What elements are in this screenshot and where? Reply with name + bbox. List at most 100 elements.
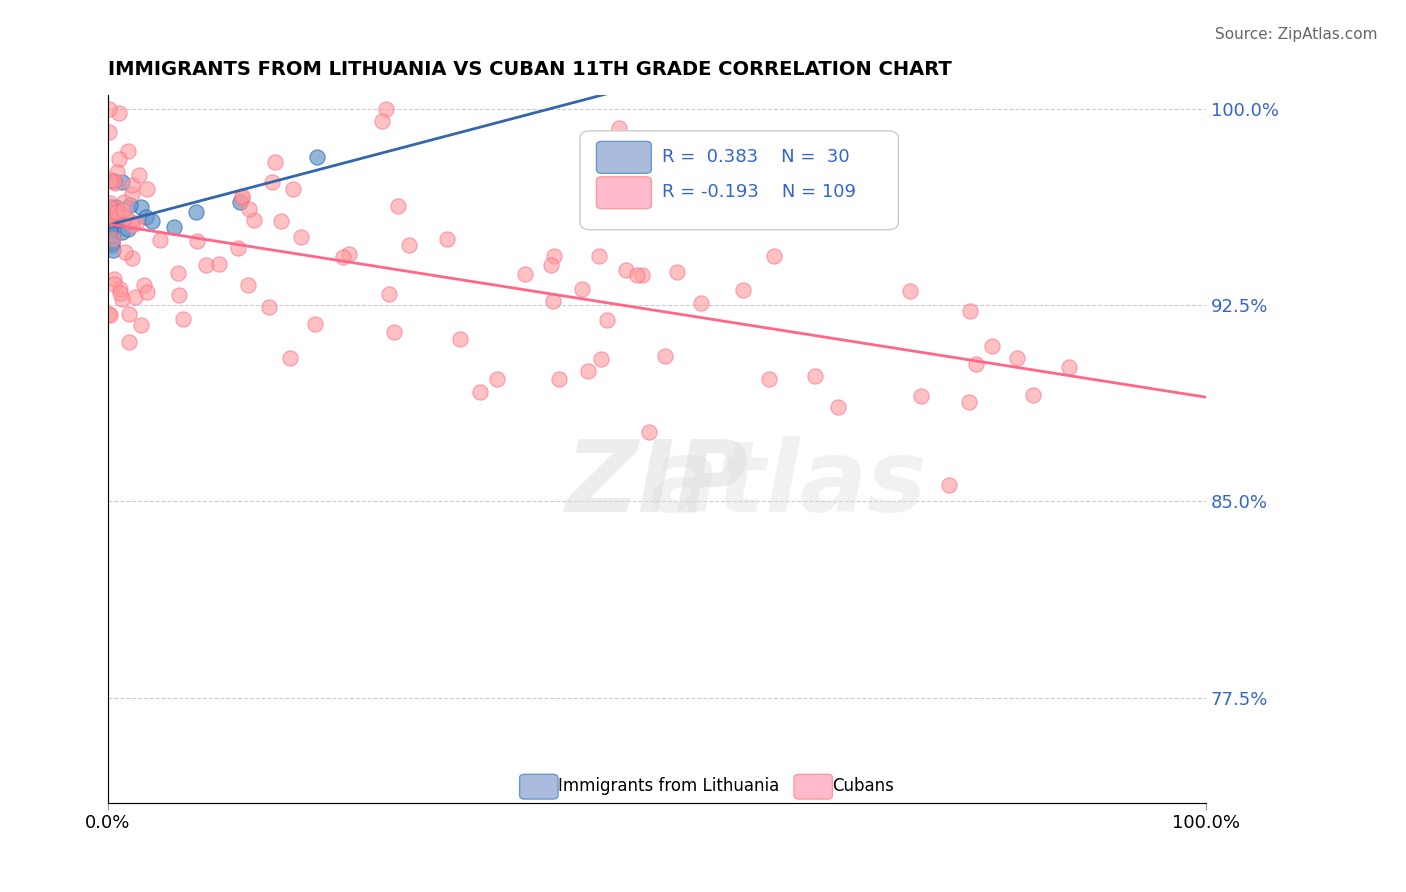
Point (107, 105, 129, 120)
Point (103, 204, 125, 219)
FancyBboxPatch shape (520, 774, 558, 799)
Point (543, 249, 565, 263)
Point (135, 210, 157, 224)
Point (1005, 351, 1028, 365)
Point (194, 258, 217, 272)
Point (758, 372, 780, 386)
Point (98, 125, 121, 139)
Point (965, 357, 987, 371)
Point (375, 102, 398, 116)
Point (436, 232, 458, 246)
Text: R =  0.383    N =  30: R = 0.383 N = 30 (662, 148, 851, 166)
Point (121, 186, 143, 201)
Point (100, 219, 122, 233)
Point (1022, 388, 1045, 402)
Point (184, 205, 207, 219)
Point (804, 369, 827, 384)
FancyBboxPatch shape (596, 142, 651, 173)
Point (114, 210, 136, 224)
Point (98, 307, 121, 321)
Point (104, 205, 127, 219)
Point (103, 272, 125, 286)
Point (186, 234, 208, 248)
Point (105, 200, 128, 214)
Point (105, 165, 128, 179)
Point (243, 213, 266, 227)
Point (107, 212, 129, 227)
Text: Cubans: Cubans (832, 777, 894, 796)
Point (588, 249, 610, 263)
Point (738, 177, 761, 191)
Point (120, 198, 142, 212)
Point (731, 283, 754, 297)
Point (231, 191, 253, 205)
Point (118, 214, 141, 228)
Point (108, 286, 131, 301)
Point (121, 178, 143, 193)
Point (100, 174, 122, 188)
FancyBboxPatch shape (596, 177, 651, 209)
Text: atlas: atlas (651, 436, 927, 533)
Point (898, 284, 921, 298)
Point (548, 372, 571, 386)
Point (470, 384, 492, 399)
Point (910, 389, 932, 403)
Point (281, 182, 304, 196)
Point (114, 244, 136, 259)
Point (101, 238, 124, 252)
Point (110, 226, 132, 240)
Point (980, 339, 1002, 353)
Point (108, 282, 131, 296)
Point (238, 202, 260, 216)
Point (540, 258, 562, 272)
Point (665, 265, 688, 279)
Point (104, 208, 127, 222)
Point (129, 318, 152, 332)
Text: Source: ZipAtlas.com: Source: ZipAtlas.com (1215, 27, 1378, 42)
Point (278, 351, 301, 366)
Point (117, 307, 139, 321)
Point (957, 395, 980, 409)
Point (107, 211, 129, 225)
Point (1059, 359, 1081, 374)
Point (98, 223, 121, 237)
Point (101, 235, 124, 249)
Point (163, 219, 186, 234)
Point (98, 213, 121, 227)
Point (541, 294, 564, 309)
Point (371, 113, 394, 128)
Point (111, 175, 134, 189)
Point (98, 103, 121, 117)
Point (121, 218, 143, 232)
FancyBboxPatch shape (794, 774, 832, 799)
Point (486, 372, 509, 386)
Point (98, 218, 121, 232)
Point (98, 227, 121, 242)
Point (112, 194, 135, 209)
Point (132, 278, 155, 293)
Point (107, 213, 129, 227)
Point (938, 478, 960, 492)
Point (257, 300, 280, 314)
Point (118, 334, 141, 349)
Point (98, 229, 121, 244)
Point (103, 174, 125, 188)
Point (121, 251, 143, 265)
Point (101, 243, 124, 257)
Point (167, 266, 190, 280)
Point (117, 144, 139, 158)
Point (111, 203, 134, 218)
Point (100, 200, 122, 214)
Point (387, 198, 409, 212)
Point (108, 152, 131, 166)
Text: IMMIGRANTS FROM LITHUANIA VS CUBAN 11TH GRADE CORRELATION CHART: IMMIGRANTS FROM LITHUANIA VS CUBAN 11TH … (108, 60, 952, 78)
Point (208, 257, 231, 271)
Point (337, 246, 360, 260)
Point (98, 211, 121, 225)
Point (125, 215, 148, 229)
Point (576, 364, 599, 378)
Point (103, 277, 125, 291)
Point (630, 268, 652, 283)
Point (449, 332, 471, 346)
Point (596, 312, 619, 326)
